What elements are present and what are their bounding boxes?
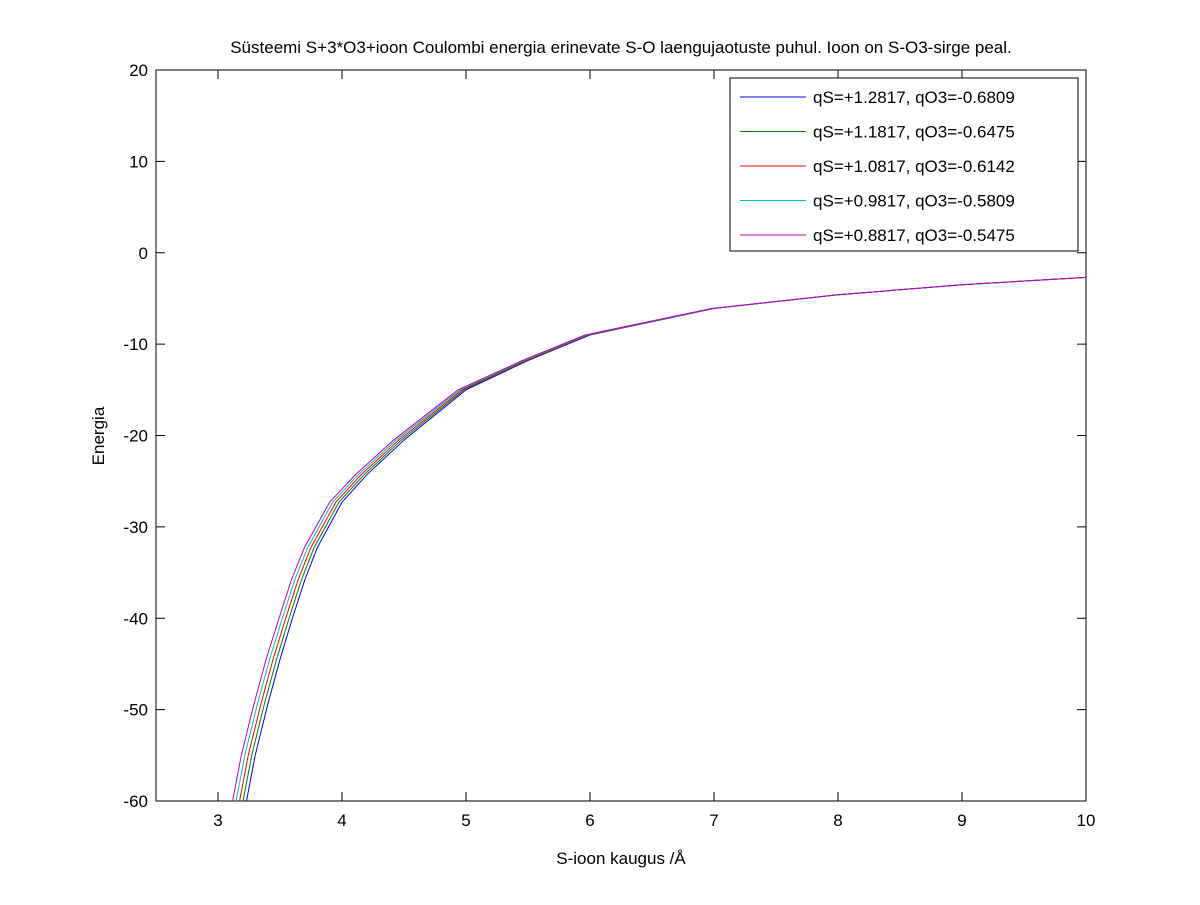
y-axis-label: Energia — [89, 406, 108, 465]
chart-title: Süsteemi S+3*O3+ioon Coulombi energia er… — [230, 38, 1012, 57]
x-tick-label: 8 — [833, 811, 842, 830]
y-tick-label: 10 — [129, 152, 148, 171]
y-tick-label: -40 — [123, 609, 148, 628]
legend: qS=+1.2817, qO3=-0.6809 qS=+1.1817, qO3=-… — [729, 77, 1079, 252]
y-tick-label: -60 — [123, 792, 148, 811]
y-tick-label: -30 — [123, 518, 148, 537]
y-tick-label: 20 — [129, 61, 148, 80]
x-tick-label: 9 — [957, 811, 966, 830]
y-tick-label: -10 — [123, 335, 148, 354]
y-tick-label: 0 — [139, 244, 148, 263]
x-tick-label: 5 — [461, 811, 470, 830]
legend-label: qS=+1.1817, qO3=-0.6475 — [813, 123, 1015, 142]
x-tick-label: 4 — [337, 811, 346, 830]
x-tick-label: 7 — [709, 811, 718, 830]
x-axis-label: S-ioon kaugus /Å — [556, 849, 686, 868]
x-tick-label: 6 — [585, 811, 594, 830]
x-tick-label: 3 — [213, 811, 222, 830]
y-tick-label: -50 — [123, 701, 148, 720]
legend-label: qS=+0.8817, qO3=-0.5475 — [813, 226, 1015, 245]
legend-label: qS=+0.9817, qO3=-0.5809 — [813, 192, 1015, 211]
x-tick-label: 10 — [1077, 811, 1096, 830]
series-line-5 — [232, 276, 1086, 801]
legend-label: qS=+1.0817, qO3=-0.6142 — [813, 157, 1015, 176]
legend-label: qS=+1.2817, qO3=-0.6809 — [813, 88, 1015, 107]
y-tick-label: -20 — [123, 427, 148, 446]
